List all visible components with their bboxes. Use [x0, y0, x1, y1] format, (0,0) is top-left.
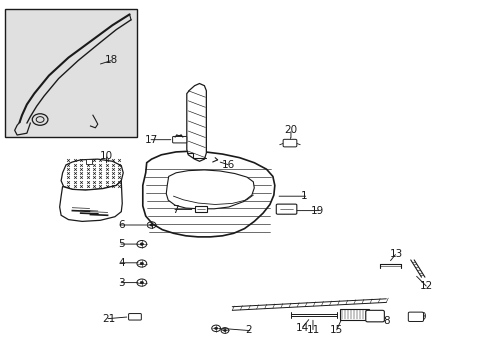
Text: 2: 2	[244, 325, 251, 336]
FancyBboxPatch shape	[276, 204, 296, 214]
Text: 8: 8	[382, 316, 389, 326]
Circle shape	[223, 329, 226, 332]
Text: 13: 13	[388, 249, 402, 259]
Text: 9: 9	[419, 312, 426, 322]
Circle shape	[140, 262, 143, 265]
Text: 14: 14	[295, 323, 308, 333]
Text: 17: 17	[144, 135, 158, 145]
Circle shape	[150, 224, 153, 226]
Circle shape	[140, 282, 143, 284]
Text: 3: 3	[118, 278, 124, 288]
Text: 6: 6	[118, 220, 124, 230]
Bar	[194, 206, 206, 212]
Polygon shape	[142, 151, 274, 237]
Text: 4: 4	[118, 258, 124, 268]
FancyBboxPatch shape	[283, 139, 296, 147]
Text: 18: 18	[104, 55, 118, 66]
Text: 19: 19	[310, 206, 324, 216]
Text: 21: 21	[102, 314, 115, 324]
Circle shape	[214, 327, 217, 329]
FancyBboxPatch shape	[407, 312, 423, 321]
Text: 11: 11	[305, 325, 319, 336]
FancyBboxPatch shape	[365, 310, 384, 322]
Text: 16: 16	[222, 160, 235, 170]
Circle shape	[140, 243, 143, 246]
FancyBboxPatch shape	[172, 136, 186, 143]
FancyBboxPatch shape	[128, 314, 141, 320]
Text: 5: 5	[118, 239, 124, 249]
Text: 7: 7	[171, 204, 178, 215]
Polygon shape	[166, 170, 254, 209]
Text: 1: 1	[300, 191, 307, 201]
Text: 15: 15	[329, 325, 343, 336]
Bar	[5, 9, 137, 137]
Text: 12: 12	[419, 281, 432, 291]
Text: 20: 20	[284, 125, 297, 135]
Bar	[340, 309, 368, 320]
Polygon shape	[61, 159, 123, 190]
Polygon shape	[186, 84, 206, 161]
Text: 10: 10	[100, 150, 113, 161]
Polygon shape	[60, 181, 122, 221]
Bar	[85, 159, 92, 164]
